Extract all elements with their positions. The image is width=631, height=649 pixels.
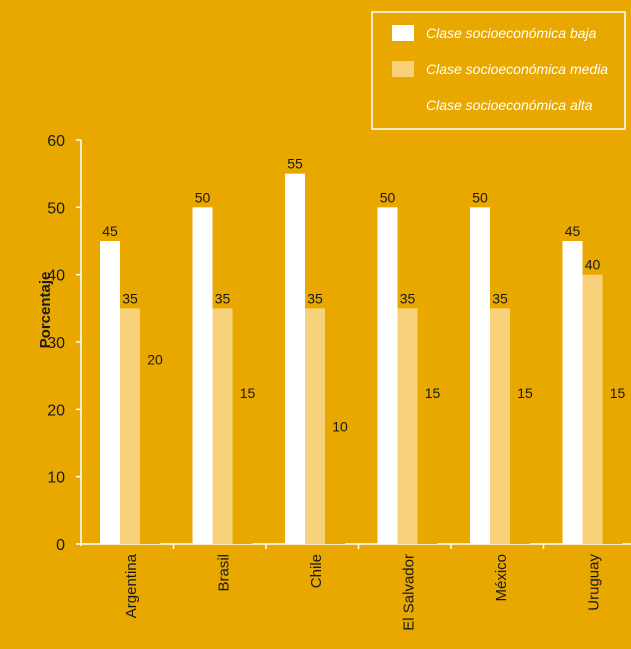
data-label: 35: [122, 290, 138, 306]
bar: [305, 308, 325, 544]
y-axis-label: Porcentaje: [37, 272, 54, 349]
bar: [325, 476, 345, 544]
x-tick-label: Brasil: [216, 554, 233, 592]
y-tick-label: 0: [56, 537, 65, 554]
bar: [562, 241, 583, 544]
bar: [397, 308, 418, 544]
legend-label-high: Clase socioeconómica alta: [426, 97, 593, 113]
data-label: 15: [517, 385, 533, 401]
bar: [582, 274, 603, 544]
x-tick-label: Chile: [308, 554, 325, 588]
y-tick-label: 10: [47, 470, 65, 487]
data-label: 50: [380, 189, 396, 205]
legend-label-mid: Clase socioeconómica media: [426, 61, 608, 77]
bar: [232, 443, 253, 544]
bar: [285, 173, 305, 544]
data-label: 50: [472, 189, 488, 205]
y-tick-label: 50: [47, 200, 65, 217]
y-tick-label: 60: [47, 133, 65, 150]
data-label: 50: [195, 189, 211, 205]
y-tick-label: 30: [47, 335, 65, 352]
bar: [602, 443, 623, 544]
y-tick-label: 40: [47, 268, 65, 285]
data-label: 10: [332, 419, 348, 435]
plot-area: 0 10 20 30 40 50 60 45 35 20 Argentina 50 35 15 Brasil…: [47, 133, 631, 631]
data-label: 35: [492, 290, 508, 306]
bar: [417, 443, 438, 544]
bar: [490, 308, 510, 544]
data-label: 45: [102, 223, 118, 239]
x-tick-label: México: [493, 554, 510, 602]
data-label: 15: [425, 385, 441, 401]
bar: [470, 207, 490, 545]
legend-swatch-low: [392, 25, 414, 41]
data-label: 20: [147, 351, 163, 367]
bar: [120, 308, 140, 544]
legend-swatch-high: [392, 97, 414, 113]
x-tick-label: Uruguay: [586, 554, 603, 611]
y-tick-label: 20: [47, 402, 65, 419]
data-label: 35: [307, 290, 323, 306]
bar: [510, 443, 530, 544]
data-label: 35: [215, 290, 231, 306]
data-label: 45: [565, 223, 581, 239]
bar: [377, 207, 398, 545]
data-label: 40: [585, 257, 601, 273]
x-tick-label: El Salvador: [401, 554, 418, 631]
legend-box: [371, 11, 626, 130]
legend-swatch-mid: [392, 61, 414, 77]
legend-label-low: Clase socioeconómica baja: [426, 25, 597, 41]
legend: Clase socioeconómica baja Clase socioeco…: [371, 11, 626, 130]
data-label: 35: [400, 290, 416, 306]
bar: [140, 409, 160, 544]
data-label: 55: [287, 156, 303, 172]
data-label: 15: [240, 385, 256, 401]
data-label: 15: [610, 385, 626, 401]
bar: [192, 207, 213, 545]
bar: [212, 308, 233, 544]
x-tick-label: Argentina: [123, 553, 140, 618]
bar: [100, 241, 120, 544]
